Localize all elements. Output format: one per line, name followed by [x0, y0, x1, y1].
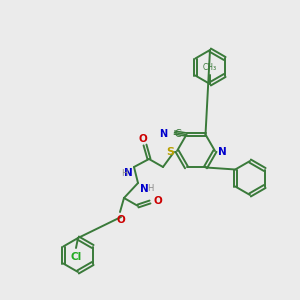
Text: S: S [166, 147, 174, 157]
Text: N: N [140, 184, 149, 194]
Text: H: H [147, 184, 153, 193]
Text: O: O [153, 196, 162, 206]
Text: H: H [121, 169, 127, 178]
Text: CH₃: CH₃ [203, 63, 217, 72]
Text: N: N [124, 168, 133, 178]
Text: O: O [117, 215, 125, 225]
Text: C: C [175, 128, 181, 139]
Text: N: N [159, 128, 167, 139]
Text: O: O [139, 134, 147, 144]
Text: N: N [218, 147, 227, 157]
Text: Cl: Cl [70, 252, 82, 262]
